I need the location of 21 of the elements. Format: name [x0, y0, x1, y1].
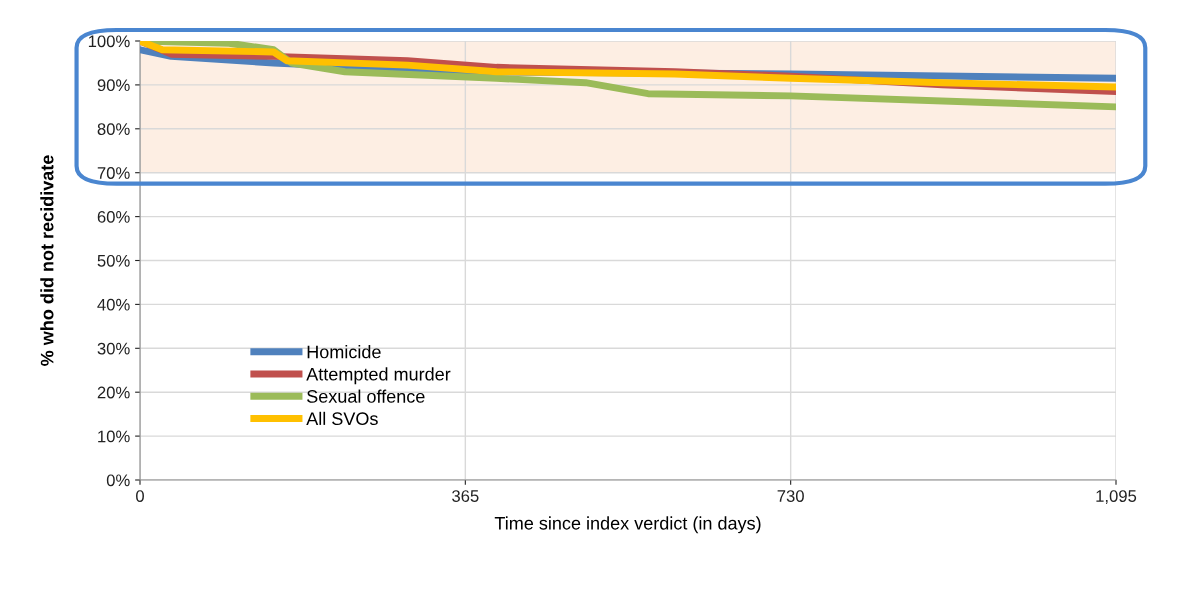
x-tick-label: 365 [452, 490, 479, 502]
y-tick-label: 60% [97, 211, 130, 223]
x-tick-label: 1,095 [1096, 490, 1137, 504]
y-tick-label: 0% [106, 474, 130, 487]
x-axis-title: Time since index verdict (in days) [494, 516, 761, 534]
legend-label: All SVOs [306, 411, 378, 426]
y-tick-label: 80% [97, 123, 130, 135]
y-tick-label: 90% [97, 79, 130, 92]
y-tick-label: 50% [97, 254, 130, 267]
y-tick-label: 30% [97, 342, 130, 355]
x-tick-label: 730 [777, 490, 804, 502]
legend-label: Attempted murder [306, 367, 451, 385]
y-tick-label: 20% [97, 386, 130, 399]
y-tick-label: 10% [98, 430, 130, 443]
y-tick-label: 40% [97, 298, 130, 311]
y-tick-label: 70% [97, 167, 130, 179]
y-tick-label: 100% [88, 35, 130, 48]
legend-label: Sexual offence [307, 389, 425, 403]
legend-label: Homicide [307, 345, 381, 359]
x-tick-label: 0 [136, 490, 144, 502]
y-axis-title: % who did not recidivate [40, 155, 54, 366]
